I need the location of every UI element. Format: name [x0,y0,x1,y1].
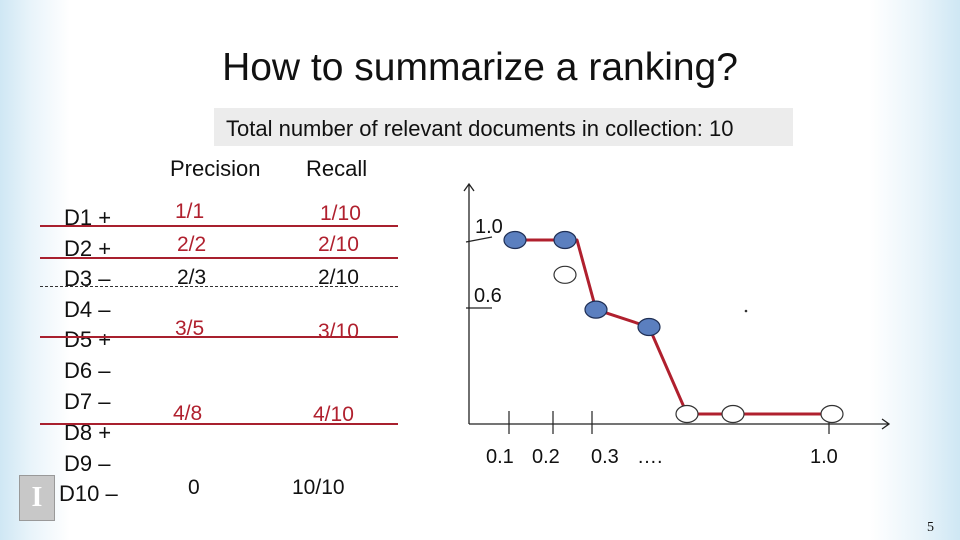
y-tick-label-1-0: 1.0 [475,216,503,238]
x-tick-label-0-2: 0.2 [532,446,560,468]
recall-d5: 3/10 [318,320,359,343]
precision-d8: 4/8 [173,402,203,425]
precision-d10: 0 [188,476,200,499]
precision-d5: 3/5 [175,317,205,340]
background-right-decoration [870,0,960,540]
slide-title: How to summarize a ranking? [222,46,738,89]
recall-d3: 2/10 [318,266,359,289]
page-number: 5 [927,520,934,535]
nonrelevant-point-4 [820,404,844,424]
recall-d2: 2/10 [318,233,359,256]
relevant-point-1 [503,230,527,250]
relevant-point-4 [637,317,661,337]
doc-label-6: D6 – [64,358,111,383]
doc-label-10: D10 – [59,481,118,506]
doc-label-7: D7 – [64,389,111,414]
x-tick-label-0-1: 0.1 [486,446,514,468]
recall-d1: 1/10 [320,202,361,225]
relevant-point-2 [553,230,577,250]
x-tick-label-ellipsis: …. [637,446,663,468]
precision-d3: 2/3 [177,266,207,289]
doc-label-2: D2 + [64,236,112,261]
info-banner: Total number of relevant documents in co… [214,108,793,146]
stray-dot [744,309,748,313]
y-axis-arrow [463,182,475,192]
nonrelevant-point-2 [675,404,699,424]
relevant-row-line-d5 [40,336,398,338]
recall-d8: 4/10 [313,403,354,426]
relevant-row-line-d1 [40,225,398,227]
background-left-decoration [0,0,70,540]
x-tick-label-1-0: 1.0 [810,446,838,468]
y-tick-1-0 [465,236,493,243]
relevant-point-3 [584,300,608,319]
precision-header: Precision [170,156,261,181]
recall-d10: 10/10 [292,476,345,499]
nonrelevant-point-1 [553,265,577,284]
doc-label-9: D9 – [64,451,111,476]
precision-d1: 1/1 [175,200,205,223]
doc-label-5: D5 + [64,327,112,352]
x-tick-label-0-3: 0.3 [591,446,619,468]
y-tick-label-0-6: 0.6 [474,285,502,307]
recall-header: Recall [306,156,368,181]
x-axis-arrow [881,418,891,430]
doc-label-4: D4 – [64,297,111,322]
banner-text: Total number of relevant documents in co… [226,116,734,141]
dashed-row-line-d3 [40,286,398,287]
relevant-row-line-d8 [40,423,398,425]
precision-d2: 2/2 [177,233,207,256]
university-logo: I [19,475,55,521]
nonrelevant-point-3 [721,404,745,424]
relevant-row-line-d2 [40,257,398,259]
